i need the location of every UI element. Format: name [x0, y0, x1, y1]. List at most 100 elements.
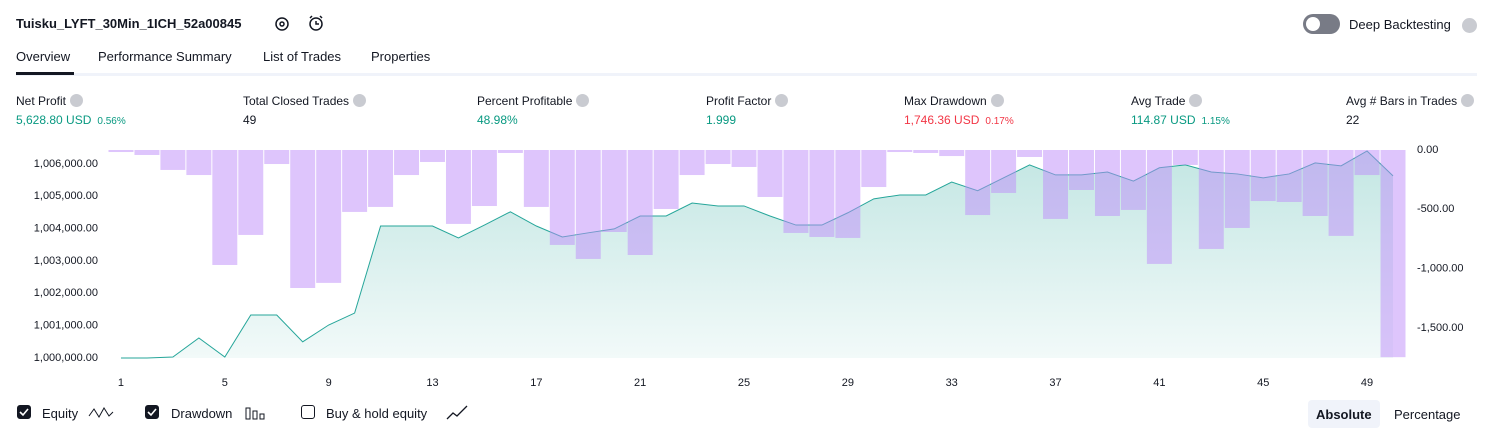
drawdown-bar	[991, 150, 1017, 193]
drawdown-bar	[420, 150, 445, 162]
metric-value: 49	[243, 113, 256, 127]
drawdown-bar	[497, 150, 523, 153]
drawdown-bar	[1224, 150, 1250, 228]
metric-label: Max Drawdown	[904, 94, 1004, 108]
scale-button[interactable]: Absolute	[1316, 407, 1372, 422]
metric-sub: 1.15%	[1201, 116, 1230, 127]
drawdown-bar	[965, 150, 991, 216]
drawdown-bar	[627, 150, 653, 256]
x-tick-label: 41	[1153, 377, 1165, 389]
checkbox[interactable]	[17, 405, 31, 419]
drawdown-bar	[342, 150, 368, 212]
x-tick-label: 1	[118, 377, 124, 389]
checkbox[interactable]	[145, 405, 159, 419]
drawdown-bar	[1172, 150, 1198, 165]
drawdown-bar	[1120, 150, 1146, 210]
drawdown-bar	[394, 150, 420, 176]
y-tick-label: 1,002,000.00	[34, 287, 98, 299]
drawdown-bar	[238, 150, 264, 235]
equity-area	[120, 150, 1394, 358]
drawdown-bar	[939, 150, 965, 157]
drawdown-bar	[549, 150, 575, 245]
tab-rule	[16, 73, 1477, 76]
metric-value-text: 1.999	[706, 113, 737, 127]
tab[interactable]: Properties	[371, 49, 431, 64]
drawdown-bar	[368, 150, 394, 207]
info-icon[interactable]	[576, 94, 590, 107]
y-tick-label: 1,004,000.00	[34, 223, 98, 235]
drawdown-bar	[1276, 150, 1302, 202]
legend-label: Buy & hold equity	[326, 406, 428, 421]
y2-tick-label: -1,500.00	[1417, 322, 1463, 334]
tab[interactable]: Overview	[16, 49, 71, 64]
info-icon[interactable]	[70, 94, 84, 107]
metric-sub: 0.56%	[97, 116, 126, 127]
metric-sub: 0.17%	[985, 116, 1014, 127]
metric-value: 1,746.36 USD 0.17%	[904, 113, 1014, 127]
drawdown-bar	[1302, 150, 1328, 216]
drawdown-bar	[783, 150, 809, 233]
drawdown-bar	[264, 150, 290, 165]
drawdown-bar	[575, 150, 601, 259]
metric-value-text: 22	[1346, 113, 1360, 127]
header-icons[interactable]	[272, 13, 336, 35]
drawdown-bar	[1354, 150, 1380, 176]
absolute-bg	[1308, 400, 1380, 428]
metric-label: Net Profit	[16, 94, 84, 108]
y-tick-label: 1,003,000.00	[34, 255, 98, 267]
drawdown-bar	[108, 150, 134, 153]
drawdown-bar	[601, 150, 627, 232]
tab[interactable]: Performance Summary	[98, 49, 232, 64]
checkbox[interactable]	[301, 405, 315, 419]
drawdown-bar	[731, 150, 757, 167]
x-tick-label: 33	[946, 377, 958, 389]
y-tick-label: 1,000,000.00	[34, 352, 98, 364]
metric-value-text: 49	[243, 113, 257, 127]
drawdown-bar	[861, 150, 887, 188]
drawdown-bar	[1250, 150, 1276, 202]
x-tick-label: 13	[426, 377, 438, 389]
x-tick-label: 17	[530, 377, 542, 389]
metric-label: Total Closed Trades	[243, 94, 367, 108]
y2-tick-label: -1,000.00	[1417, 263, 1463, 275]
info-icon[interactable]	[990, 94, 1004, 107]
help-icon[interactable]	[1462, 18, 1477, 33]
drawdown-bar	[913, 150, 939, 153]
x-tick-label: 49	[1361, 377, 1373, 389]
drawdown-bar	[471, 150, 497, 207]
info-icon[interactable]	[775, 94, 789, 107]
drawdown-bar	[212, 150, 238, 265]
drawdown-bar	[1198, 150, 1224, 249]
x-tick-label: 21	[634, 377, 646, 389]
metric-value: 5,628.80 USD 0.56%	[16, 113, 126, 127]
metric-value-text: 48.98%	[477, 113, 518, 127]
chart: 1,000,000.00 1,001,000.00 1,002,000.00 1,00…	[34, 144, 1464, 389]
strategy-title: Tuisku_LYFT_30Min_1ICH_52a00845	[16, 16, 242, 31]
tab[interactable]: List of Trades	[263, 49, 342, 64]
metric-value-text: 5,628.80 USD	[16, 113, 92, 127]
active-tab-underline	[16, 72, 74, 75]
info-icon[interactable]	[1461, 94, 1475, 107]
metric-value-text: 1,746.36 USD	[904, 113, 980, 127]
scale-button[interactable]: Percentage	[1394, 407, 1461, 422]
info-icon[interactable]	[1189, 94, 1203, 107]
drawdown-bar	[705, 150, 731, 165]
drawdown-bar	[290, 150, 316, 288]
drawdown-bar	[1017, 150, 1043, 158]
info-icon[interactable]	[353, 94, 367, 107]
drawdown-bar	[653, 150, 679, 209]
equity-line	[120, 150, 1394, 359]
drawdown-bar	[134, 150, 160, 155]
x-tick-label: 29	[842, 377, 854, 389]
drawdown-bar	[1094, 150, 1120, 216]
drawdown-bar	[1380, 150, 1406, 358]
drawdown-bar	[445, 150, 471, 224]
metric-label: Percent Profitable	[477, 94, 590, 108]
metric-label: Avg # Bars in Trades	[1346, 94, 1475, 108]
metric-value: 114.87 USD 1.15%	[1131, 113, 1230, 127]
legend-label: Equity	[42, 406, 79, 421]
deep-toggle[interactable]	[1303, 14, 1340, 34]
y-tick-label: 1,006,000.00	[34, 158, 98, 170]
metric-value: 22	[1346, 113, 1359, 127]
